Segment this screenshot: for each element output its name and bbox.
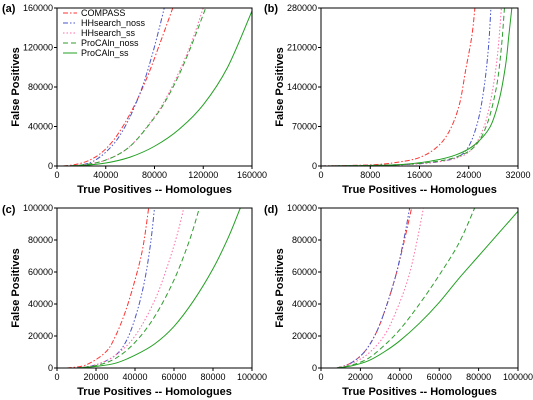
series-line-hhsearch-noss — [321, 8, 492, 166]
x-tick-label: 80000 — [142, 170, 167, 180]
series-line-hhsearch-noss — [69, 8, 165, 166]
panel-c: 0 20000 40000 60000 80000 100000 0 20000 40000 60… — [2, 203, 267, 398]
y-tick-label: 70000 — [292, 122, 317, 132]
plot-frame — [320, 207, 519, 369]
legend-label: ProCAln_ss — [81, 48, 129, 58]
plot-frame — [320, 7, 519, 167]
x-tick-label: 8000 — [360, 170, 380, 180]
series-line-procaln-noss — [63, 8, 207, 166]
x-tick-label: 100000 — [237, 372, 267, 382]
legend: COMPASSHHsearch_nossHHsearch_ssProCAln_n… — [63, 8, 146, 58]
y-tick-label: 160000 — [23, 3, 53, 13]
legend-label: COMPASS — [81, 8, 125, 18]
x-axis-title: True Positives -- Homologues — [77, 386, 232, 398]
y-tick-label: 0 — [312, 161, 317, 171]
x-tick-label: 40000 — [122, 372, 147, 382]
series-line-procaln-ss — [321, 8, 513, 166]
series-group — [321, 8, 513, 166]
x-tick-label: 100000 — [503, 372, 533, 382]
panel-label: (d) — [264, 204, 278, 216]
y-tick-label: 140000 — [287, 82, 317, 92]
y-tick-label: 80000 — [28, 82, 53, 92]
x-axis-title: True Positives -- Homologues — [342, 386, 497, 398]
series-line-procaln-ss — [336, 210, 518, 368]
x-axis-title: True Positives -- Homologues — [342, 184, 497, 196]
legend-label: HHsearch_ss — [81, 28, 136, 38]
series-group — [336, 208, 518, 368]
x-tick-label: 0 — [54, 170, 59, 180]
y-tick-label: 80000 — [292, 235, 317, 245]
x-tick-label: 20000 — [83, 372, 108, 382]
y-tick-label: 100000 — [287, 203, 317, 213]
x-tick-label: 60000 — [161, 372, 186, 382]
panel-b: 0 8000 16000 24000 32000 0 70000 140000 210000 28… — [264, 3, 531, 196]
y-tick-label: 0 — [48, 161, 53, 171]
y-tick-label: 60000 — [28, 267, 53, 277]
panel-a: 0 40000 80000 120000 160000 0 40000 80000 120000… — [2, 3, 267, 196]
panel-label: (a) — [2, 3, 16, 15]
x-tick-label: 120000 — [188, 170, 218, 180]
series-line-compass — [66, 208, 150, 368]
x-tick-label: 0 — [318, 170, 323, 180]
x-tick-label: 40000 — [387, 372, 412, 382]
series-line-procaln-noss — [76, 208, 200, 368]
y-tick-label: 20000 — [292, 331, 317, 341]
x-tick-label: 0 — [318, 372, 323, 382]
y-tick-label: 40000 — [28, 299, 53, 309]
plot-frame — [56, 207, 253, 369]
y-tick-label: 80000 — [28, 235, 53, 245]
y-tick-label: 0 — [48, 363, 53, 373]
legend-label: HHsearch_noss — [81, 18, 146, 28]
series-line-procaln-noss — [336, 208, 476, 368]
x-tick-label: 32000 — [505, 170, 530, 180]
x-tick-label: 20000 — [348, 372, 373, 382]
series-line-compass — [321, 8, 476, 166]
x-tick-label: 0 — [54, 372, 59, 382]
x-tick-label: 40000 — [93, 170, 118, 180]
series-line-hhsearch-noss — [76, 208, 155, 368]
series-line-hhsearch-ss — [336, 208, 424, 368]
series-line-hhsearch-ss — [321, 8, 502, 166]
x-tick-label: 16000 — [407, 170, 432, 180]
y-tick-label: 280000 — [287, 3, 317, 13]
x-tick-label: 24000 — [456, 170, 481, 180]
x-tick-label: 60000 — [427, 372, 452, 382]
panel-label: (c) — [2, 204, 16, 216]
x-tick-label: 80000 — [200, 372, 225, 382]
y-axis-title: False Positives — [10, 47, 22, 127]
y-tick-label: 40000 — [28, 122, 53, 132]
series-line-hhsearch-noss — [336, 208, 411, 368]
y-tick-label: 210000 — [287, 43, 317, 53]
legend-label: ProCAln_noss — [81, 38, 139, 48]
y-tick-label: 0 — [312, 363, 317, 373]
series-group — [66, 208, 241, 368]
series-line-procaln-ss — [63, 10, 252, 166]
y-tick-label: 20000 — [28, 331, 53, 341]
series-line-procaln-ss — [76, 208, 241, 368]
x-tick-label: 80000 — [466, 372, 491, 382]
x-axis-title: True Positives -- Homologues — [77, 184, 232, 196]
y-tick-label: 40000 — [292, 299, 317, 309]
y-tick-label: 100000 — [23, 203, 53, 213]
x-tick-label: 160000 — [237, 170, 267, 180]
y-axis-title: False Positives — [10, 248, 22, 328]
panel-label: (b) — [264, 3, 278, 15]
y-axis-title: False Positives — [274, 47, 286, 127]
series-line-hhsearch-ss — [76, 208, 185, 368]
y-axis-title: False Positives — [274, 248, 286, 328]
y-tick-label: 60000 — [292, 267, 317, 277]
series-line-compass — [336, 208, 413, 368]
series-group — [63, 8, 252, 166]
series-line-compass — [63, 8, 174, 166]
y-tick-label: 120000 — [23, 43, 53, 53]
panel-d: 0 20000 40000 60000 80000 100000 0 20000 40000 60… — [264, 203, 533, 398]
